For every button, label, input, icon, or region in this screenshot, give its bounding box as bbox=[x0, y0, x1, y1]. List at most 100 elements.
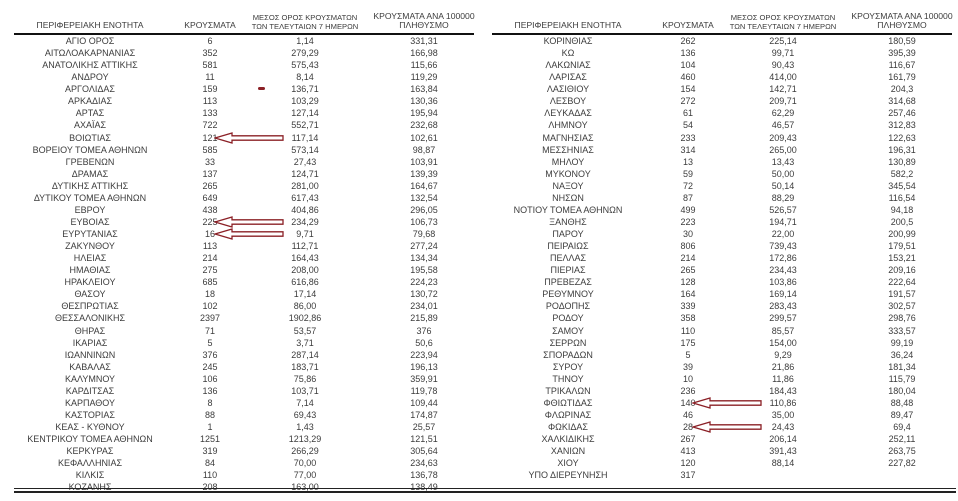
table-row: ΘΕΣΣΑΛΟΝΙΚΗΣ 2397 1902,86 215,89 bbox=[0, 312, 478, 324]
region-name-cell: ΑΓΙΟ ΟΡΟΣ bbox=[65, 36, 115, 47]
per100k-cell: 252,11 bbox=[888, 434, 916, 445]
cases-cell: 208 bbox=[202, 482, 218, 493]
region-name-cell: ΔΡΑΜΑΣ bbox=[71, 168, 109, 179]
region-name-cell: ΡΟΔΟΥ bbox=[552, 313, 584, 324]
avg7-cell: 265,00 bbox=[769, 144, 797, 155]
region-name-cell: ΑΡΤΑΣ bbox=[75, 108, 105, 119]
cases-cell: 28 bbox=[682, 422, 693, 433]
cases-cell: 87 bbox=[682, 192, 693, 203]
region-name-cell: ΠΡΕΒΕΖΑΣ bbox=[544, 277, 592, 288]
column-header-per100k: ΚΡΟΥΣΜΑΤΑ ΑΝΑ 100000 ΠΛΗΘΥΣΜΟ bbox=[848, 11, 956, 33]
table-row: ΞΑΝΘΗΣ 223 194,71 200,5 bbox=[478, 216, 956, 228]
table-row: ΙΩΑΝΝΙΝΩΝ 376 287,14 223,94 bbox=[0, 349, 478, 361]
table-row: ΒΟΡΕΙΟΥ ΤΟΜΕΑ ΑΘΗΝΩΝ 585 573,14 98,87 bbox=[0, 144, 478, 156]
region-name-cell: ΑΝΑΤΟΛΙΚΗΣ ΑΤΤΙΚΗΣ bbox=[42, 60, 138, 71]
cases-cell: 317 bbox=[680, 470, 696, 481]
avg7-cell: 154,00 bbox=[769, 337, 797, 348]
cases-cell: 121 bbox=[202, 132, 218, 143]
region-name-cell: ΛΑΣΙΘΙΟΥ bbox=[546, 84, 590, 95]
cases-cell: 71 bbox=[204, 325, 215, 336]
table-header-left: ΠΕΡΙΦΕΡΕΙΑΚΗ ΕΝΟΤΗΤΑ ΚΡΟΥΣΜΑΤΑ ΜΕΣΟΣ ΟΡΟ… bbox=[0, 0, 478, 33]
dash-annotation-icon bbox=[258, 87, 265, 91]
per100k-cell: 138,49 bbox=[410, 482, 438, 493]
per100k-cell: 345,54 bbox=[888, 180, 916, 191]
table-row: ΑΡΤΑΣ 133 127,14 195,94 bbox=[0, 107, 478, 119]
cases-cell: 267 bbox=[680, 434, 696, 445]
avg7-cell: 24,43 bbox=[771, 422, 795, 433]
region-name-cell: ΧΑΛΚΙΔΙΚΗΣ bbox=[541, 434, 595, 445]
avg7-cell: 46,57 bbox=[771, 120, 795, 131]
cases-cell: 236 bbox=[680, 385, 696, 396]
cases-cell: 413 bbox=[680, 446, 696, 457]
column-header-region-label: ΠΕΡΙΦΕΡΕΙΑΚΗ ΕΝΟΤΗΤΑ bbox=[514, 20, 622, 31]
per100k-cell: 153,21 bbox=[888, 253, 916, 264]
table-row: ΑΧΑΪΑΣ 722 552,71 232,68 bbox=[0, 119, 478, 131]
table-row: ΛΗΜΝΟΥ 54 46,57 312,83 bbox=[478, 119, 956, 131]
column-header-cases-label: ΚΡΟΥΣΜΑΤΑ bbox=[662, 20, 714, 31]
per100k-cell: 257,46 bbox=[888, 108, 916, 119]
avg7-cell: 575,43 bbox=[291, 60, 319, 71]
region-name-cell: ΔΥΤΙΚΗΣ ΑΤΤΙΚΗΣ bbox=[51, 180, 129, 191]
avg7-cell: 183,71 bbox=[291, 361, 319, 372]
cases-cell: 72 bbox=[682, 180, 693, 191]
header-rule bbox=[492, 33, 952, 35]
avg7-cell: 552,71 bbox=[291, 120, 319, 131]
table-row: ΕΥΒΟΙΑΣ 225 234,29 106,73 bbox=[0, 216, 478, 228]
cases-cell: 265 bbox=[202, 180, 218, 191]
table-row: ΚΟΖΑΝΗΣ 208 163,00 138,49 bbox=[0, 481, 478, 493]
per100k-cell: 395,39 bbox=[888, 48, 916, 59]
cases-cell: 214 bbox=[202, 253, 218, 264]
region-name-cell: ΔΥΤΙΚΟΥ ΤΟΜΕΑ ΑΘΗΝΩΝ bbox=[33, 192, 147, 203]
region-name-cell: ΗΡΑΚΛΕΙΟΥ bbox=[64, 277, 116, 288]
avg7-cell: 117,14 bbox=[291, 132, 319, 143]
cases-cell: 10 bbox=[682, 373, 693, 384]
region-name-cell: ΚΕΡΚΥΡΑΣ bbox=[66, 446, 114, 457]
avg7-cell: 136,71 bbox=[291, 84, 319, 95]
cases-cell: 722 bbox=[202, 120, 218, 131]
table-row: ΕΥΡΥΤΑΝΙΑΣ 16 9,71 79,68 bbox=[0, 228, 478, 240]
table-row: ΙΚΑΡΙΑΣ 5 3,71 50,6 bbox=[0, 337, 478, 349]
avg7-cell: 9,71 bbox=[296, 229, 314, 240]
cases-cell: 339 bbox=[680, 301, 696, 312]
per100k-cell: 174,87 bbox=[410, 409, 438, 420]
avg7-cell: 21,86 bbox=[771, 361, 795, 372]
region-name-cell: ΧΑΝΙΩΝ bbox=[550, 446, 586, 457]
cases-cell: 214 bbox=[680, 253, 696, 264]
cases-cell: 6 bbox=[207, 36, 213, 47]
per100k-cell: 116,54 bbox=[888, 192, 916, 203]
region-name-cell: ΣΥΡΟΥ bbox=[552, 361, 584, 372]
cases-cell: 88 bbox=[204, 409, 215, 420]
table-row: ΛΑΣΙΘΙΟΥ 154 142,71 204,3 bbox=[478, 83, 956, 95]
region-name-cell: ΠΕΛΛΑΣ bbox=[549, 253, 587, 264]
cases-cell: 685 bbox=[202, 277, 218, 288]
column-header-avg7-line2: ΤΩΝ ΤΕΛΕΥΤΑΙΩΝ 7 ΗΜΕΡΩΝ bbox=[729, 21, 837, 31]
per100k-cell: 115,66 bbox=[410, 60, 438, 71]
cases-cell: 2397 bbox=[199, 313, 221, 324]
per100k-cell: 298,76 bbox=[888, 313, 916, 324]
table-row: ΡΟΔΟΠΗΣ 339 283,43 302,57 bbox=[478, 300, 956, 312]
avg7-cell: 17,14 bbox=[293, 289, 317, 300]
per100k-cell: 296,05 bbox=[410, 204, 438, 215]
region-name-cell: ΘΕΣΣΑΛΟΝΙΚΗΣ bbox=[54, 313, 126, 324]
table-row: ΑΙΤΩΛΟΑΚΑΡΝΑΝΙΑΣ 352 279,29 166,98 bbox=[0, 47, 478, 59]
per100k-cell: 89,47 bbox=[890, 409, 914, 420]
column-header-avg7-line2: ΤΩΝ ΤΕΛΕΥΤΑΙΩΝ 7 ΗΜΕΡΩΝ bbox=[251, 21, 359, 31]
per100k-cell: 115,79 bbox=[888, 373, 916, 384]
avg7-cell: 266,29 bbox=[291, 446, 319, 457]
table-row: ΚΑΣΤΟΡΙΑΣ 88 69,43 174,87 bbox=[0, 409, 478, 421]
avg7-cell: 209,43 bbox=[769, 132, 797, 143]
per100k-cell: 333,57 bbox=[888, 325, 916, 336]
cases-cell: 225 bbox=[202, 216, 218, 227]
cases-cell: 245 bbox=[202, 361, 218, 372]
avg7-cell: 142,71 bbox=[769, 84, 797, 95]
avg7-cell: 99,71 bbox=[771, 48, 795, 59]
avg7-cell: 11,86 bbox=[772, 373, 794, 384]
cases-cell: 438 bbox=[202, 204, 218, 215]
per100k-cell: 136,78 bbox=[410, 470, 438, 481]
avg7-cell: 279,29 bbox=[291, 48, 319, 59]
region-name-cell: ΛΕΥΚΑΔΑΣ bbox=[544, 108, 592, 119]
avg7-cell: 112,71 bbox=[291, 241, 319, 252]
per100k-cell: 314,68 bbox=[888, 96, 916, 107]
region-name-cell: ΘΑΣΟΥ bbox=[74, 289, 106, 300]
cases-cell: 358 bbox=[680, 313, 696, 324]
